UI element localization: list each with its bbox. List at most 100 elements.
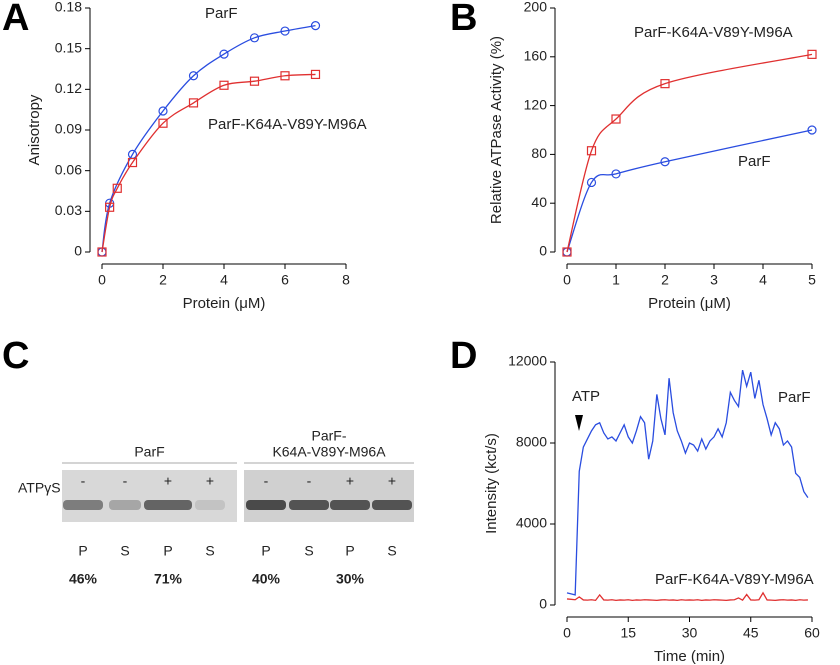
- panel-label: D: [450, 335, 477, 377]
- group-title: ParF: [134, 444, 164, 460]
- point: [112, 183, 122, 193]
- point: [249, 76, 260, 86]
- panel-label: C: [2, 335, 29, 377]
- band: [195, 500, 225, 510]
- x-tick-label: 0: [563, 272, 571, 288]
- y-axis-label: Relative ATPase Activity (%): [488, 36, 505, 224]
- gel-image: [62, 470, 237, 522]
- x-axis-label: Time (min): [654, 648, 725, 665]
- point: [310, 21, 321, 31]
- y-tick-label: 8000: [516, 434, 547, 450]
- x-tick-label: 4: [759, 272, 767, 288]
- series-label: ParF: [778, 389, 811, 406]
- fit-curve: [101, 24, 316, 253]
- x-tick-label: 4: [220, 272, 228, 288]
- x-axis-label: Protein (μM): [183, 295, 266, 312]
- group-title: ParF-: [312, 428, 347, 444]
- line: [566, 591, 808, 602]
- point: [562, 247, 572, 257]
- point: [586, 146, 597, 156]
- y-axis-label: Intensity (kct/s): [483, 433, 500, 534]
- band: [246, 500, 286, 510]
- point: [188, 98, 199, 108]
- x-tick-label: 0: [563, 625, 571, 641]
- point: [249, 33, 260, 43]
- lane-treatment: -: [264, 473, 269, 489]
- y-tick-label: 200: [524, 0, 548, 15]
- point: [97, 247, 107, 257]
- x-tick-label: 6: [281, 272, 289, 288]
- fit-curve: [566, 129, 813, 253]
- line: [566, 369, 809, 596]
- x-tick-label: 2: [661, 272, 669, 288]
- point: [158, 106, 168, 116]
- x-tick-label: 0: [98, 272, 106, 288]
- y-tick-label: 0: [74, 243, 82, 259]
- x-tick-label: 8: [342, 272, 350, 288]
- panel-label: B: [450, 0, 477, 39]
- panel-label: A: [2, 0, 29, 39]
- band: [289, 500, 329, 510]
- y-tick-label: 0.06: [55, 161, 82, 177]
- lane-treatment: +: [164, 473, 172, 489]
- point: [280, 71, 290, 81]
- point: [310, 69, 321, 80]
- x-tick-label: 15: [620, 625, 636, 641]
- lane-treatment: -: [307, 473, 312, 489]
- point: [127, 157, 138, 168]
- percent: 46%: [69, 571, 98, 587]
- y-tick-label: 0: [539, 243, 547, 259]
- point: [660, 157, 670, 167]
- lane-fraction: P: [345, 543, 354, 559]
- percent: 40%: [252, 571, 281, 587]
- y-tick-label: 0.18: [55, 0, 82, 15]
- x-tick-label: 45: [743, 625, 759, 641]
- lane-treatment: +: [206, 473, 214, 489]
- treatment-label: ATPγS: [18, 480, 61, 496]
- series-label: ParF-K64A-V89Y-M96A: [634, 24, 793, 41]
- point: [807, 125, 817, 135]
- x-tick-label: 3: [710, 272, 718, 288]
- x-tick-label: 5: [808, 272, 816, 288]
- gel-image: [244, 470, 414, 522]
- lane-fraction: P: [261, 543, 270, 559]
- point: [219, 80, 229, 90]
- lane-treatment: +: [346, 473, 354, 489]
- point: [280, 26, 290, 36]
- percent: 71%: [154, 571, 183, 587]
- y-tick-label: 0.12: [55, 80, 82, 96]
- point: [660, 79, 670, 89]
- y-axis-label: Anisotropy: [26, 94, 43, 165]
- y-tick-label: 160: [524, 48, 548, 64]
- y-tick-label: 40: [531, 194, 547, 210]
- band: [109, 500, 141, 510]
- lane-treatment: -: [123, 473, 128, 489]
- lane-fraction: P: [78, 543, 87, 559]
- lane-treatment: -: [81, 473, 86, 489]
- y-tick-label: 0.03: [55, 202, 82, 218]
- group-title: K64A-V89Y-M96A: [272, 444, 386, 460]
- y-tick-label: 0.09: [55, 121, 82, 137]
- fit-curve: [101, 73, 316, 253]
- arrow: [575, 415, 583, 431]
- lane-fraction: S: [205, 543, 214, 559]
- band: [330, 500, 370, 510]
- series-label: ParF: [738, 153, 771, 170]
- point: [158, 118, 168, 128]
- band: [372, 500, 412, 510]
- point: [219, 49, 229, 59]
- y-tick-label: 120: [524, 96, 548, 112]
- point: [611, 169, 621, 179]
- x-tick-label: 30: [682, 625, 698, 641]
- y-tick-label: 0.15: [55, 39, 82, 55]
- x-tick-label: 60: [804, 625, 820, 641]
- annotation: ATP: [572, 388, 600, 405]
- percent: 30%: [336, 571, 365, 587]
- y-tick-label: 12000: [508, 353, 547, 369]
- series-label: ParF-K64A-V89Y-M96A: [655, 571, 814, 588]
- x-tick-label: 1: [612, 272, 620, 288]
- lane-fraction: S: [387, 543, 396, 559]
- x-tick-label: 2: [159, 272, 167, 288]
- point: [807, 49, 817, 59]
